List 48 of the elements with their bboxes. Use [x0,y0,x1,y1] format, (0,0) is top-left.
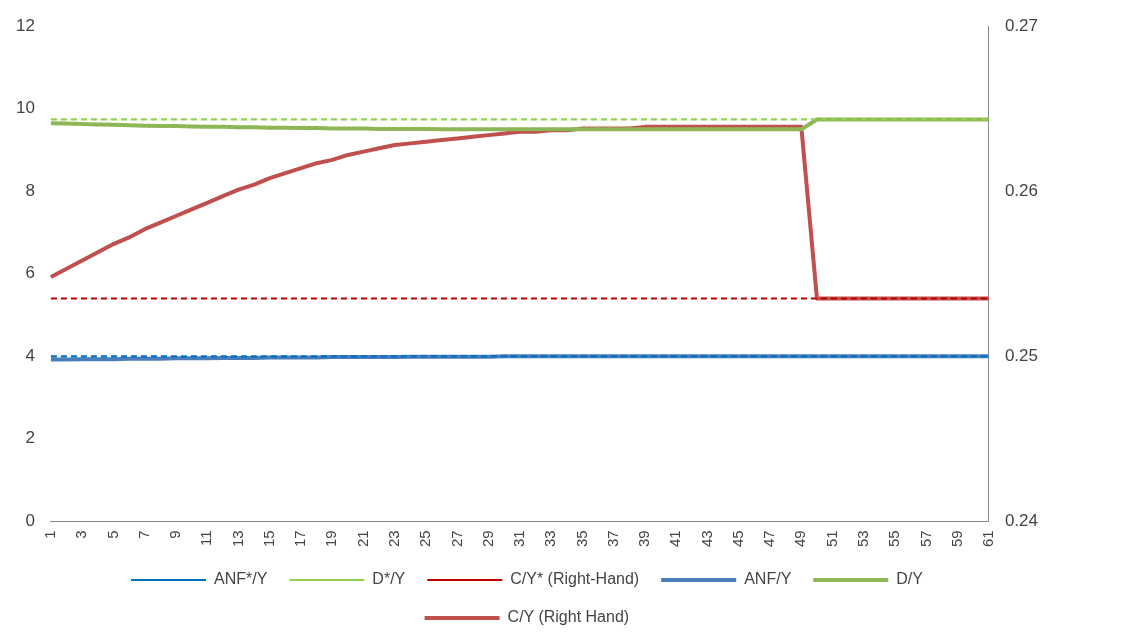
y-tick-label: 10 [15,98,35,118]
legend-label: ANF*/Y [214,570,268,588]
x-tick-label: 55 [885,530,903,547]
x-tick-label: 61 [979,530,997,547]
legend-label: C/Y (Right Hand) [507,608,630,626]
x-tick-label: 39 [635,530,653,547]
x-tick-label: 23 [384,530,402,547]
x-tick-label: 33 [541,530,559,547]
x-tick-label: 51 [822,530,840,547]
x-tick-label: 9 [166,530,184,539]
x-tick-label: 37 [603,530,621,547]
y-tick-label: 4 [25,345,35,365]
x-tick-label: 19 [322,530,340,547]
y-tick-label: 2 [25,428,35,448]
x-tick-label: 27 [447,530,465,547]
x-tick-label: 41 [666,530,684,547]
x-tick-label: 7 [134,530,152,539]
x-tick-label: 59 [947,530,965,547]
y2-tick-label: 0.26 [1004,180,1039,200]
x-tick-label: 45 [728,530,746,547]
y2-tick-label: 0.27 [1004,15,1039,35]
x-tick-label: 35 [572,530,590,547]
x-tick-label: 11 [197,530,215,546]
y2-tick-label: 0.24 [1004,511,1039,530]
y2-tick-label: 0.25 [1004,345,1039,365]
x-tick-label: 17 [291,530,309,547]
y-tick-label: 12 [15,15,35,35]
x-tick-label: 29 [478,530,496,547]
y-tick-label: 6 [25,263,35,283]
x-tick-label: 43 [697,530,715,547]
x-tick-label: 31 [510,530,528,547]
x-tick-label: 47 [760,530,778,547]
y-tick-label: 8 [25,180,35,200]
x-tick-label: 13 [228,530,246,547]
legend-label: D/Y [896,570,924,588]
legend-label: ANF/Y [744,570,792,588]
y-tick-label: 0 [25,511,35,530]
x-tick-label: 25 [416,530,434,547]
x-tick-label: 1 [41,530,59,539]
x-tick-label: 21 [353,530,371,547]
x-tick-label: 49 [791,530,809,547]
legend-label: D*/Y [372,570,406,588]
x-tick-label: 57 [916,530,934,547]
x-tick-label: 3 [72,530,90,539]
legend-label: C/Y* (Right-Hand) [510,570,640,588]
x-tick-label: 5 [103,530,121,539]
x-tick-label: 15 [259,530,277,547]
x-tick-label: 53 [853,530,871,547]
